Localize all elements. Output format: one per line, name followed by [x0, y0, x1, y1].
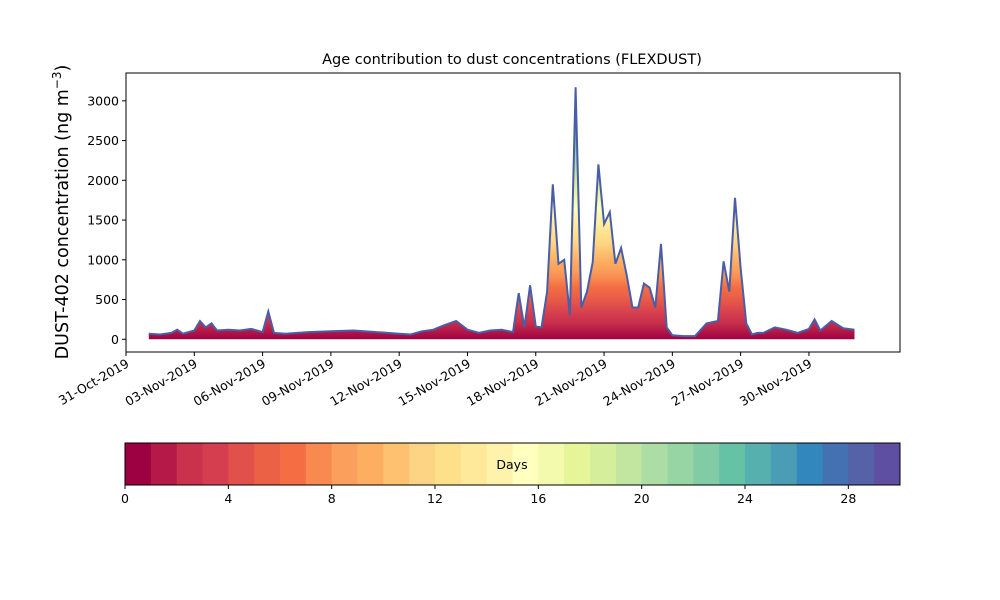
colorbar-cell [796, 443, 823, 485]
colorbar-cell [150, 443, 178, 485]
colorbar-cell [615, 443, 643, 485]
y-tick-label: 0 [111, 332, 119, 347]
y-axis-label-unit-exponent: −3 [50, 71, 64, 89]
x-tick-label: 18-Nov-2019 [464, 356, 542, 409]
age-colorbar: Days 0 4 8 12 16 20 24 28 [121, 442, 901, 506]
colorbar-tick-label: 28 [840, 491, 856, 506]
y-axis-ticks: 0 500 1000 1500 2000 2500 3000 [87, 93, 126, 347]
x-tick-label: 15-Nov-2019 [396, 356, 474, 409]
y-axis-label: DUST-402 concentration (ng m−3) [50, 65, 73, 360]
colorbar-cell [564, 443, 591, 485]
y-tick-label: 1500 [87, 213, 119, 228]
series-layer [148, 87, 855, 340]
colorbar-cell [590, 443, 617, 485]
colorbar-cell [641, 443, 668, 485]
colorbar-tick-label: 4 [224, 491, 232, 506]
colorbar-cells [125, 443, 901, 485]
plot-area: 0 500 1000 1500 2000 2500 3000 31-Oct-201903-N… [56, 72, 901, 409]
x-tick-label: 12-Nov-2019 [327, 356, 405, 409]
x-tick-label: 09-Nov-2019 [259, 356, 337, 409]
x-tick-label: 06-Nov-2019 [191, 356, 269, 409]
colorbar-tick-label: 24 [737, 491, 753, 506]
colorbar-cell [409, 443, 436, 485]
y-tick-label: 500 [95, 292, 119, 307]
colorbar-cell [693, 443, 720, 485]
colorbar-cell [486, 443, 513, 485]
colorbar-cell [280, 443, 307, 485]
y-tick-label: 1000 [87, 252, 119, 267]
colorbar-tick-label: 0 [121, 491, 129, 506]
colorbar-cell [512, 443, 539, 485]
colorbar-cell [228, 443, 255, 485]
colorbar-cell [745, 443, 772, 485]
y-tick-label: 2000 [87, 173, 119, 188]
x-tick-label: 30-Nov-2019 [737, 356, 815, 409]
colorbar-cell [254, 443, 281, 485]
colorbar-cell [331, 443, 358, 485]
total-concentration-line [148, 87, 855, 338]
age-contribution-area [148, 87, 855, 340]
chart-title: Age contribution to dust concentrations … [322, 52, 702, 68]
x-tick-label: 27-Nov-2019 [669, 356, 747, 409]
y-axis-label-end: ) [53, 65, 73, 72]
y-tick-label: 2500 [87, 133, 119, 148]
x-tick-label: 03-Nov-2019 [122, 356, 200, 409]
colorbar-cell [357, 443, 384, 485]
colorbar-cell [176, 443, 203, 485]
colorbar-cell [770, 443, 798, 485]
x-tick-label: 24-Nov-2019 [600, 356, 678, 409]
colorbar-tick-label: 20 [634, 491, 650, 506]
y-axis-label-main: DUST-402 concentration (ng m [53, 89, 73, 359]
colorbar-cell [202, 443, 229, 485]
colorbar-cell [538, 443, 565, 485]
y-tick-label: 3000 [87, 93, 119, 108]
x-tick-label: 21-Nov-2019 [532, 356, 610, 409]
colorbar-label: Days [496, 457, 527, 472]
plot-frame [125, 72, 901, 353]
colorbar-cell [719, 443, 746, 485]
colorbar-tick-label: 16 [530, 491, 546, 506]
colorbar-tick-label: 8 [328, 491, 336, 506]
colorbar-cell [667, 443, 694, 485]
colorbar-cell [848, 443, 875, 485]
x-axis-ticks: 31-Oct-201903-Nov-201906-Nov-201909-Nov-… [56, 352, 815, 409]
colorbar-cell [125, 443, 152, 485]
colorbar-cell [822, 443, 849, 485]
colorbar-tick-label: 12 [427, 491, 443, 506]
x-tick-label: 31-Oct-2019 [56, 356, 132, 408]
colorbar-cell [305, 443, 333, 485]
colorbar-cell [435, 443, 462, 485]
colorbar-cell [874, 443, 901, 485]
colorbar-cell [383, 443, 410, 485]
colorbar-frame [124, 442, 901, 486]
colorbar-ticks: 0 4 8 12 16 20 24 28 [121, 485, 856, 506]
colorbar-cell [460, 443, 488, 485]
